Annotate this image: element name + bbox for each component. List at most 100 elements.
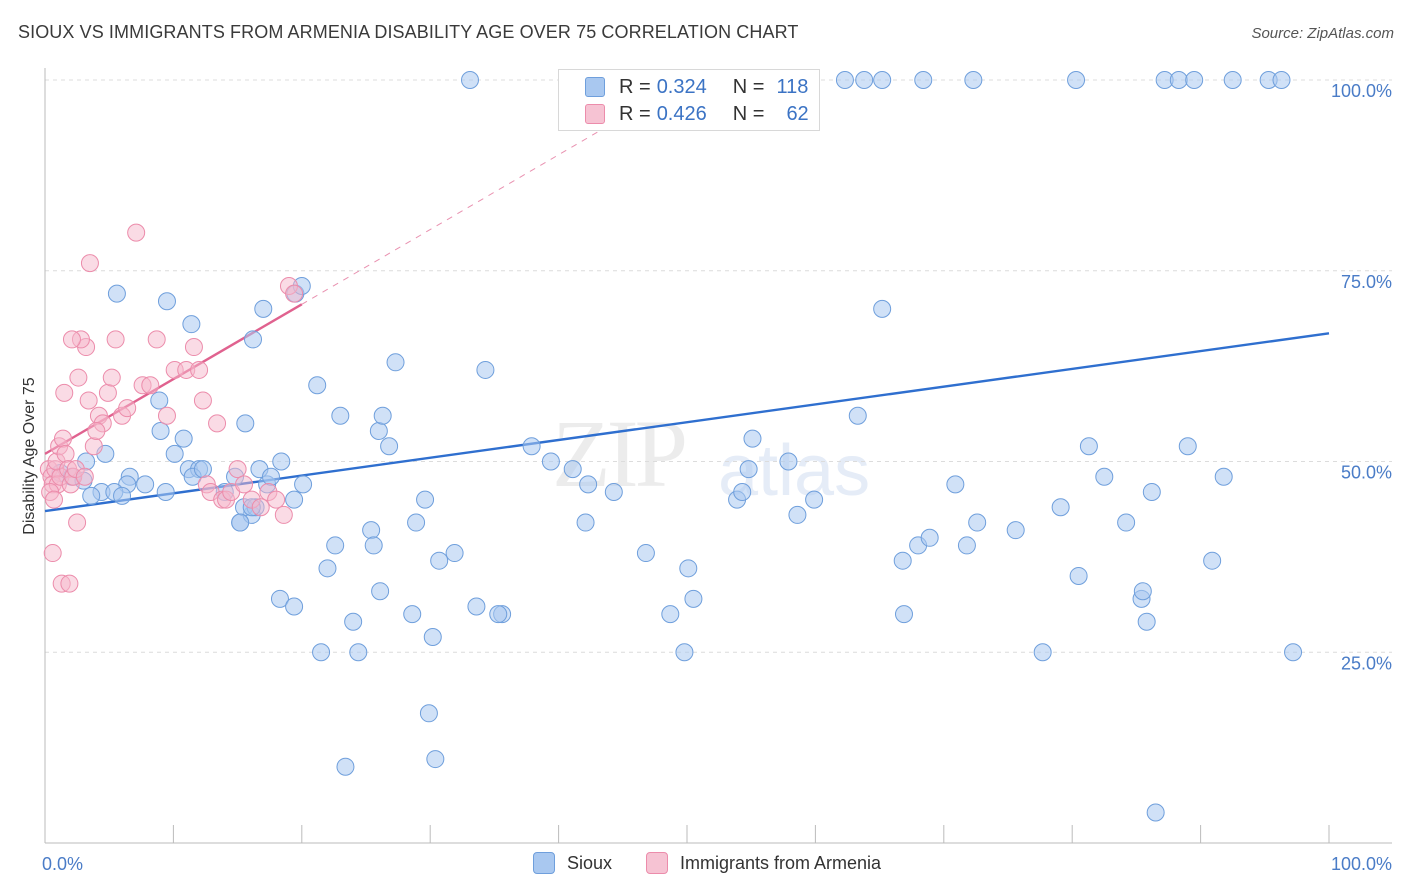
y-tick-label-3: 100.0% xyxy=(1331,81,1392,101)
sioux-point-49 xyxy=(254,299,273,318)
armenia-n-label: N = xyxy=(732,102,765,125)
armenia-point-58 xyxy=(55,383,74,402)
tick-labels: 25.0% 50.0% 75.0% 100.0% 0.0% 100.0% xyxy=(42,81,1392,874)
sioux-point-107 xyxy=(894,605,913,624)
sioux-point-42 xyxy=(107,284,126,303)
sioux-point-13 xyxy=(1272,71,1291,89)
sioux-point-85 xyxy=(489,605,508,624)
sioux-point-11 xyxy=(1223,71,1242,89)
sioux-r-value: 0.324 xyxy=(656,75,707,98)
sioux-swatch xyxy=(585,77,605,97)
sioux-point-43 xyxy=(182,315,201,334)
sioux-point-62 xyxy=(270,589,289,608)
armenia-point-37 xyxy=(190,360,209,379)
legend-armenia-label: Immigrants from Armenia xyxy=(680,852,882,873)
legend-row-sioux: R = 0.324 N = 118 xyxy=(585,74,808,100)
sioux-point-98 xyxy=(733,483,752,502)
sioux-point-86 xyxy=(522,437,541,456)
armenia-point-25 xyxy=(102,368,121,387)
sioux-point-70 xyxy=(380,437,399,456)
armenia-point-50 xyxy=(267,490,286,509)
sioux-point-111 xyxy=(957,536,976,555)
armenia-point-26 xyxy=(106,330,125,349)
sioux-point-37 xyxy=(236,414,255,433)
armenia-point-21 xyxy=(84,437,103,456)
legend-row-armenia: R = 0.426 N = 62 xyxy=(585,101,809,127)
sioux-point-39 xyxy=(174,429,193,448)
sioux-point-58 xyxy=(285,490,304,509)
armenia-point-60 xyxy=(79,391,98,410)
sioux-point-112 xyxy=(968,513,987,532)
sioux-point-123 xyxy=(1142,483,1161,502)
armenia-point-53 xyxy=(285,284,304,303)
sioux-point-25 xyxy=(156,483,175,502)
sioux-n-label: N = xyxy=(732,75,765,98)
sioux-point-96 xyxy=(679,559,698,578)
sioux-point-9 xyxy=(1169,71,1188,89)
sioux-point-69 xyxy=(371,582,390,601)
y-axis-label: Disability Age Over 75 xyxy=(21,377,38,535)
sioux-point-65 xyxy=(364,536,383,555)
armenia-point-45 xyxy=(228,460,247,479)
sioux-point-75 xyxy=(430,551,449,570)
sioux-point-71 xyxy=(386,353,405,372)
sioux-point-124 xyxy=(1178,437,1197,456)
sioux-point-48 xyxy=(244,330,263,349)
sioux-point-100 xyxy=(743,429,762,448)
sioux-point-126 xyxy=(1214,467,1233,486)
armenia-r-value: 0.426 xyxy=(656,102,707,125)
sioux-point-33 xyxy=(165,444,184,463)
sioux-point-95 xyxy=(684,589,703,608)
sioux-point-38 xyxy=(151,421,170,440)
sioux-point-5 xyxy=(914,71,933,89)
sioux-point-7 xyxy=(1067,71,1086,89)
armenia-point-16 xyxy=(43,544,62,563)
sioux-point-116 xyxy=(1069,566,1088,585)
sioux-point-82 xyxy=(445,544,464,563)
y-tick-label-2: 75.0% xyxy=(1341,272,1392,292)
armenia-point-48 xyxy=(251,498,270,517)
armenia-point-54 xyxy=(80,254,99,273)
sioux-point-92 xyxy=(636,544,655,563)
sioux-point-101 xyxy=(779,452,798,471)
sioux-point-90 xyxy=(576,513,595,532)
armenia-point-57 xyxy=(62,330,81,349)
sioux-point-77 xyxy=(423,627,442,646)
sioux-point-105 xyxy=(873,299,892,318)
sioux-point-91 xyxy=(604,483,623,502)
sioux-point-63 xyxy=(285,597,304,616)
legend-item-sioux[interactable]: Sioux xyxy=(533,852,612,874)
sioux-point-104 xyxy=(848,406,867,425)
sioux-point-6 xyxy=(964,71,983,89)
sioux-point-93 xyxy=(661,605,680,624)
legend-sioux-label: Sioux xyxy=(567,852,613,873)
chart-title: SIOUX VS IMMIGRANTS FROM ARMENIA DISABIL… xyxy=(18,22,799,42)
sioux-point-125 xyxy=(1203,551,1222,570)
sioux-point-35 xyxy=(193,460,212,479)
sioux-point-56 xyxy=(318,559,337,578)
armenia-point-29 xyxy=(127,223,146,242)
sioux-point-46 xyxy=(261,467,280,486)
armenia-point-51 xyxy=(274,505,293,524)
sioux-point-83 xyxy=(467,597,486,616)
sioux-point-118 xyxy=(1095,467,1114,486)
armenia-point-18 xyxy=(60,574,79,593)
legend-sioux-swatch xyxy=(533,852,555,874)
armenia-point-31 xyxy=(141,376,160,395)
sioux-point-24 xyxy=(136,475,155,494)
sioux-point-4 xyxy=(873,71,892,89)
legend-item-armenia[interactable]: Immigrants from Armenia xyxy=(646,852,881,874)
sioux-point-64 xyxy=(362,521,381,540)
x-tick-label-0: 0.0% xyxy=(42,854,83,874)
armenia-point-24 xyxy=(98,383,117,402)
sioux-point-122 xyxy=(1137,612,1156,631)
armenia-point-36 xyxy=(184,338,203,357)
armenia-point-28 xyxy=(118,399,137,418)
sioux-point-74 xyxy=(416,490,435,509)
sioux-point-79 xyxy=(426,750,445,769)
sioux-point-68 xyxy=(349,643,368,662)
sioux-point-53 xyxy=(331,406,350,425)
armenia-point-20 xyxy=(75,467,94,486)
armenia-point-38 xyxy=(193,391,212,410)
sioux-point-32 xyxy=(113,486,132,505)
